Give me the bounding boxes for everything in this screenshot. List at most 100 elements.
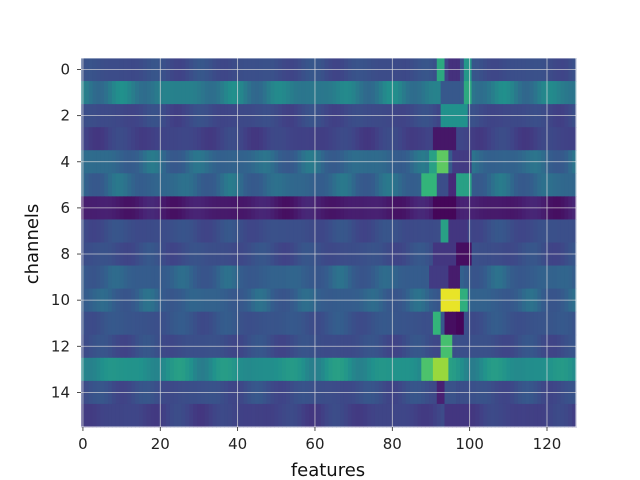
heatmap-cell	[343, 219, 349, 244]
heatmap-cell	[398, 127, 403, 151]
heatmap-cell	[131, 127, 136, 151]
heatmap-cell	[297, 311, 303, 336]
heatmap-cell	[181, 311, 187, 336]
heatmap-cell	[374, 311, 380, 336]
heatmap-cell	[506, 173, 511, 197]
heatmap-cell	[552, 81, 558, 105]
heatmap-cell	[162, 403, 167, 428]
heatmap-cell	[305, 127, 310, 151]
heatmap-cell	[251, 127, 256, 151]
heatmap-cell	[401, 311, 407, 336]
heatmap-cell	[359, 403, 364, 428]
heatmap-cell	[487, 173, 492, 197]
heatmap-cell	[127, 311, 132, 336]
heatmap-cell	[506, 357, 511, 382]
heatmap-cell	[448, 403, 453, 428]
heatmap-cell	[197, 403, 202, 428]
heatmap-cell	[521, 127, 527, 151]
heatmap-cell	[262, 311, 268, 336]
heatmap-cell	[135, 265, 140, 290]
heatmap-cell	[382, 311, 388, 336]
heatmap-cell	[278, 357, 283, 382]
heatmap-cell	[363, 173, 368, 197]
heatmap-cell	[255, 127, 260, 151]
heatmap-cell	[510, 265, 515, 290]
heatmap-cell	[278, 81, 283, 105]
heatmap-cell	[119, 403, 125, 428]
heatmap-cell	[181, 403, 187, 428]
heatmap-cell	[409, 311, 415, 336]
heatmap-cell	[413, 127, 419, 151]
heatmap-cell	[282, 81, 287, 105]
heatmap-cell	[285, 311, 291, 336]
heatmap-cell	[405, 403, 411, 428]
heatmap-cell	[340, 219, 345, 244]
heatmap-cell	[367, 403, 372, 428]
heatmap-cell	[274, 265, 279, 290]
heatmap-cell	[270, 403, 275, 428]
heatmap-cell	[154, 127, 159, 151]
heatmap-cell	[177, 173, 183, 197]
heatmap-cell	[270, 81, 275, 105]
heatmap-cell	[525, 173, 531, 197]
heatmap-cell	[479, 311, 484, 336]
heatmap-cell	[440, 357, 446, 382]
heatmap-cell	[347, 173, 353, 197]
heatmap-cell	[104, 403, 109, 428]
heatmap-cell	[502, 311, 507, 336]
heatmap-cell	[521, 265, 527, 290]
heatmap-cell	[108, 403, 113, 428]
heatmap-cell	[556, 173, 562, 197]
heatmap-cell	[285, 403, 291, 428]
heatmap-cell	[301, 403, 306, 428]
heatmap-cell	[537, 219, 542, 244]
heatmap-cell	[456, 265, 461, 290]
heatmap-cell	[88, 403, 94, 428]
heatmap-cell	[328, 311, 333, 336]
heatmap-cell	[529, 403, 535, 428]
heatmap-cell	[413, 173, 419, 197]
heatmap-cell	[115, 173, 121, 197]
heatmap-cell	[351, 127, 357, 151]
heatmap-cell	[88, 265, 94, 290]
heatmap-cell	[483, 403, 488, 428]
heatmap-cell	[146, 265, 152, 290]
heatmap-cell	[150, 81, 156, 105]
heatmap-cell	[432, 219, 438, 244]
heatmap-cell	[359, 311, 364, 336]
heatmap-cell	[289, 311, 295, 336]
heatmap-cell	[494, 81, 500, 105]
heatmap-cell	[285, 265, 291, 290]
heatmap-cell	[243, 81, 248, 105]
heatmap-cell	[258, 403, 264, 428]
heatmap-cell	[529, 265, 535, 290]
heatmap-cell	[374, 403, 380, 428]
heatmap-cell	[84, 81, 90, 105]
heatmap-cell	[262, 219, 268, 244]
heatmap-cell	[378, 127, 384, 151]
heatmap-cell	[510, 311, 515, 336]
heatmap-cell	[498, 127, 504, 151]
heatmap-cell	[386, 219, 391, 244]
heatmap-cell	[127, 81, 132, 105]
heatmap-cell	[444, 265, 449, 290]
heatmap-cell	[568, 173, 573, 197]
heatmap-cell	[440, 403, 446, 428]
heatmap-cell	[139, 173, 144, 197]
heatmap-cell	[444, 311, 449, 336]
heatmap-cell	[343, 173, 349, 197]
heatmap-cell	[340, 311, 345, 336]
heatmap-cell	[166, 357, 171, 382]
heatmap-cell	[139, 219, 144, 244]
heatmap-cell	[371, 403, 376, 428]
x-tick-label: 20	[151, 435, 170, 453]
heatmap-cell	[278, 311, 283, 336]
heatmap-cell	[274, 311, 279, 336]
heatmap-cell	[104, 219, 109, 244]
heatmap-cell	[274, 357, 279, 382]
heatmap-cell	[510, 403, 515, 428]
heatmap-cell	[231, 265, 237, 290]
heatmap-cell	[166, 173, 171, 197]
heatmap-cell	[405, 173, 411, 197]
heatmap-cell	[367, 173, 372, 197]
